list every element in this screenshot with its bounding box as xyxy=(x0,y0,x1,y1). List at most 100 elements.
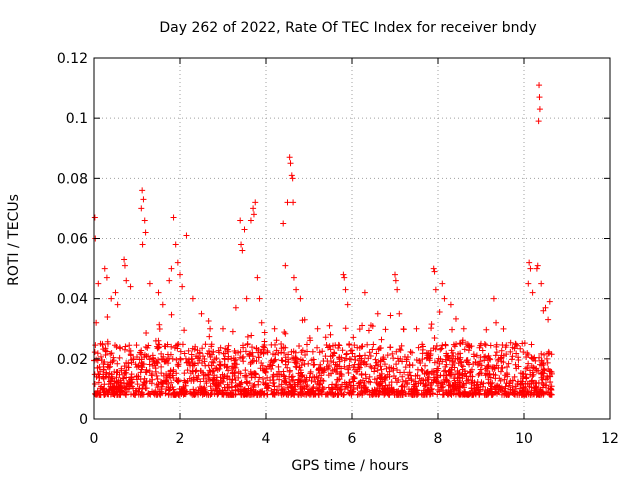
data-point xyxy=(547,391,554,398)
data-point xyxy=(378,336,385,343)
data-point xyxy=(298,373,305,380)
data-point xyxy=(422,381,429,388)
data-point xyxy=(375,346,382,353)
data-point xyxy=(439,280,446,287)
data-point xyxy=(106,387,113,394)
data-point xyxy=(128,375,135,382)
data-point xyxy=(156,390,163,397)
data-point xyxy=(459,366,466,373)
data-point xyxy=(172,241,179,248)
data-point xyxy=(529,377,536,384)
data-point xyxy=(121,371,128,378)
data-point xyxy=(200,371,207,378)
data-point xyxy=(460,325,467,332)
data-point xyxy=(431,268,438,275)
data-point xyxy=(134,354,141,361)
data-point xyxy=(133,373,140,380)
data-point xyxy=(181,327,188,334)
data-point xyxy=(114,301,121,308)
data-point xyxy=(440,391,447,398)
data-point xyxy=(225,342,232,349)
data-point xyxy=(309,348,316,355)
data-point xyxy=(413,325,420,332)
data-point xyxy=(327,331,334,338)
data-point xyxy=(291,359,298,366)
data-point xyxy=(519,370,526,377)
data-point xyxy=(334,376,341,383)
data-point xyxy=(290,348,297,355)
data-point xyxy=(318,388,325,395)
data-point xyxy=(214,390,221,397)
data-point xyxy=(390,387,397,394)
data-point xyxy=(256,374,263,381)
data-point xyxy=(419,346,426,353)
data-point xyxy=(244,333,251,340)
data-point xyxy=(493,319,500,326)
data-point xyxy=(165,386,172,393)
data-point xyxy=(443,372,450,379)
data-point xyxy=(220,325,226,332)
data-point xyxy=(342,355,349,362)
data-point xyxy=(329,367,336,374)
data-point xyxy=(326,322,333,329)
data-point xyxy=(458,362,465,369)
data-point xyxy=(344,301,351,308)
data-point xyxy=(505,360,512,367)
data-point xyxy=(404,354,411,361)
data-point xyxy=(231,369,238,376)
data-point xyxy=(207,325,214,332)
data-point xyxy=(148,380,155,387)
data-point xyxy=(181,350,188,357)
data-point xyxy=(293,286,300,293)
data-point xyxy=(193,374,200,381)
data-point xyxy=(548,351,555,358)
data-point xyxy=(298,369,305,376)
data-point xyxy=(252,388,259,395)
data-point xyxy=(362,352,369,359)
data-point xyxy=(193,353,200,360)
data-point xyxy=(331,350,338,357)
data-point xyxy=(434,365,441,372)
data-point xyxy=(299,390,306,397)
data-point xyxy=(403,358,410,365)
data-point xyxy=(332,342,339,349)
data-point xyxy=(248,332,255,339)
data-point xyxy=(276,376,283,383)
data-point xyxy=(448,347,455,354)
data-point xyxy=(305,388,312,395)
data-point xyxy=(220,375,227,382)
data-point xyxy=(525,351,532,358)
data-point xyxy=(503,342,510,349)
data-point xyxy=(185,358,192,365)
data-point xyxy=(174,259,181,266)
data-point xyxy=(296,343,303,350)
data-point xyxy=(418,390,425,397)
data-point xyxy=(392,277,399,284)
data-point xyxy=(361,289,368,296)
data-point xyxy=(442,341,449,348)
data-point xyxy=(140,196,147,203)
data-point xyxy=(206,333,213,340)
data-point xyxy=(448,371,455,378)
data-point xyxy=(358,361,365,368)
data-point xyxy=(396,389,403,396)
data-point xyxy=(249,358,256,365)
data-point xyxy=(146,361,153,368)
data-point xyxy=(364,341,371,348)
data-point xyxy=(207,391,214,398)
data-point xyxy=(341,363,348,370)
data-point xyxy=(470,351,477,358)
data-point xyxy=(244,340,251,347)
data-point xyxy=(221,372,228,379)
data-point xyxy=(371,376,378,383)
data-point xyxy=(484,354,491,361)
data-point xyxy=(247,217,254,224)
data-point xyxy=(102,351,109,358)
data-point xyxy=(318,387,325,394)
data-point xyxy=(123,383,130,390)
data-point xyxy=(336,358,343,365)
data-point xyxy=(274,373,281,380)
data-point xyxy=(383,365,390,372)
data-point xyxy=(287,383,294,390)
data-point xyxy=(153,381,160,388)
